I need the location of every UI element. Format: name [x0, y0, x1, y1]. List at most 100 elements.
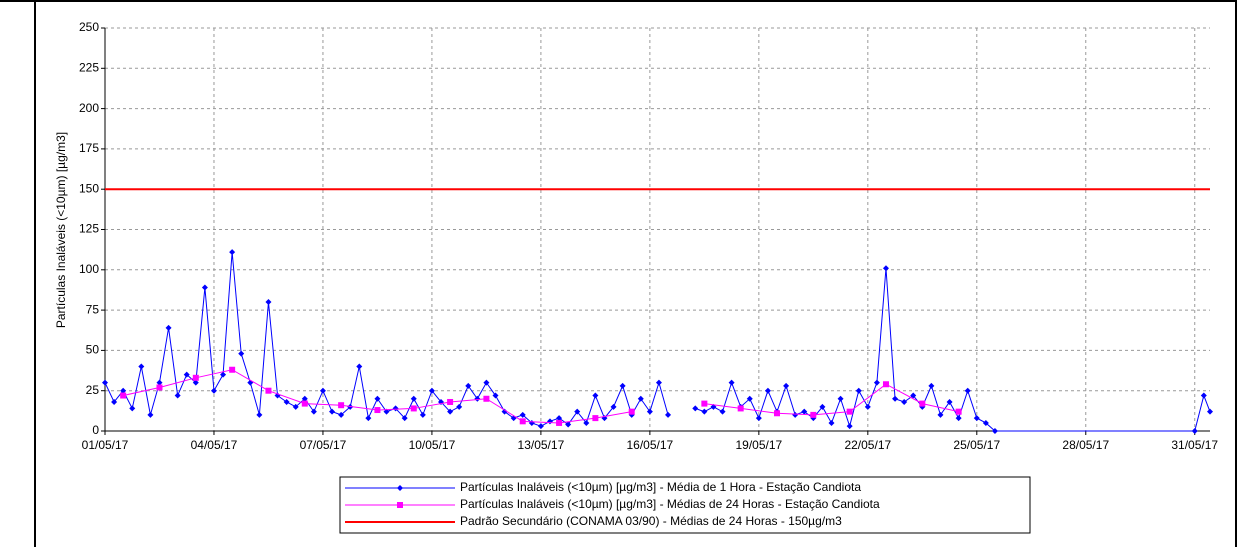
point: [746, 395, 753, 402]
y-tick-label: 225: [79, 60, 99, 74]
point: [774, 410, 781, 417]
point: [129, 405, 136, 412]
point: [192, 379, 199, 386]
point: [592, 392, 599, 399]
point: [338, 411, 345, 418]
point: [764, 387, 771, 394]
point: [592, 415, 599, 422]
x-tick-label: 13/05/17: [518, 438, 565, 452]
point: [955, 415, 962, 422]
y-tick-label: 175: [79, 141, 99, 155]
y-tick-label: 50: [86, 343, 100, 357]
point: [120, 392, 127, 399]
point: [556, 419, 563, 426]
point: [701, 408, 708, 415]
y-tick-label: 0: [92, 423, 99, 437]
y-tick-label: 100: [79, 262, 99, 276]
point: [792, 411, 799, 418]
point: [919, 400, 926, 407]
y-tick-label: 150: [79, 181, 99, 195]
point: [737, 405, 744, 412]
y-tick-label: 75: [86, 302, 100, 316]
point: [973, 415, 980, 422]
point: [991, 428, 998, 434]
x-tick-label: 04/05/17: [191, 438, 238, 452]
point: [583, 419, 590, 426]
point: [474, 395, 481, 402]
point: [846, 423, 853, 430]
point: [374, 395, 381, 402]
point: [329, 408, 336, 415]
point: [238, 350, 245, 357]
x-tick-label: 31/05/17: [1171, 438, 1218, 452]
point: [220, 371, 227, 378]
point: [356, 363, 363, 370]
point: [192, 374, 199, 381]
x-tick-label: 01/05/17: [82, 438, 129, 452]
x-tick-label: 19/05/17: [735, 438, 782, 452]
legend-label: Partículas Inaláveis (<10µm) [µg/m3] - M…: [460, 480, 861, 494]
y-tick-label: 200: [79, 101, 99, 115]
point: [147, 411, 154, 418]
point: [401, 415, 408, 422]
point: [828, 419, 835, 426]
point: [102, 379, 108, 386]
point: [447, 398, 454, 405]
point: [483, 379, 490, 386]
point: [165, 324, 172, 331]
point: [428, 387, 435, 394]
point: [655, 379, 662, 386]
point: [637, 395, 644, 402]
point: [946, 398, 953, 405]
y-axis-label: Partículas Inaláveis (<10µm) [µg/m3]: [54, 132, 68, 328]
point: [301, 395, 308, 402]
point: [819, 403, 826, 410]
point: [519, 411, 526, 418]
point: [319, 387, 326, 394]
point: [701, 400, 708, 407]
x-tick-label: 28/05/17: [1062, 438, 1109, 452]
point: [501, 408, 508, 415]
point: [882, 265, 889, 272]
point: [265, 387, 272, 394]
point: [483, 395, 490, 402]
point: [846, 408, 853, 415]
point: [465, 382, 472, 389]
point: [111, 398, 118, 405]
point: [374, 407, 381, 414]
point: [928, 382, 935, 389]
point: [755, 415, 762, 422]
point: [283, 398, 290, 405]
x-tick-label: 16/05/17: [627, 438, 674, 452]
legend-marker: [397, 502, 403, 508]
point: [556, 415, 563, 422]
x-tick-label: 10/05/17: [409, 438, 456, 452]
point: [964, 387, 971, 394]
point: [265, 299, 272, 306]
point: [419, 411, 426, 418]
point: [574, 408, 581, 415]
x-tick-label: 25/05/17: [953, 438, 1000, 452]
point: [156, 384, 163, 391]
point: [492, 392, 499, 399]
point: [901, 398, 908, 405]
point: [120, 387, 127, 394]
point: [229, 366, 236, 373]
point: [982, 419, 989, 426]
point: [519, 418, 526, 425]
point: [156, 379, 163, 386]
point: [292, 403, 299, 410]
point: [210, 387, 217, 394]
point: [892, 395, 899, 402]
point: [665, 411, 672, 418]
point: [1207, 408, 1213, 415]
point: [855, 387, 862, 394]
point: [256, 411, 263, 418]
legend-marker: [397, 485, 403, 491]
point: [447, 408, 454, 415]
point: [201, 284, 208, 291]
point: [955, 408, 962, 415]
point: [229, 249, 236, 256]
